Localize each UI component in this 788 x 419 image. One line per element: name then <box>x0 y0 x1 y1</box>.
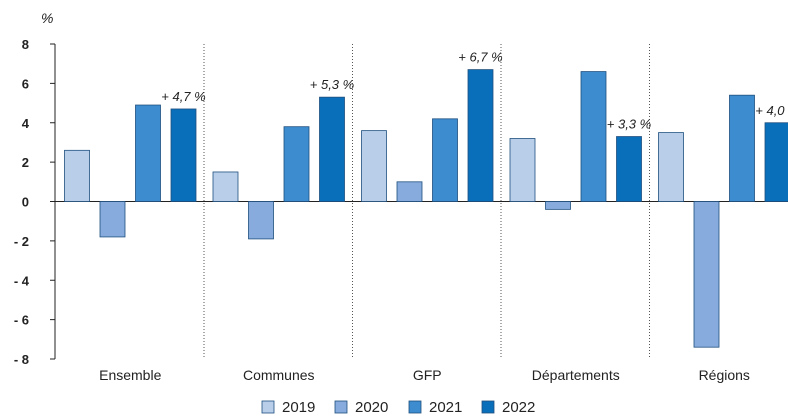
category-label: Ensemble <box>99 367 161 383</box>
category-label: Départements <box>532 367 620 383</box>
y-tick-label: - 6 <box>14 313 29 328</box>
legend: 2019 2020 2021 2022 <box>261 399 535 416</box>
legend-swatch-2020 <box>334 400 348 414</box>
bar-2022-4 <box>616 136 642 202</box>
bar-2022-1 <box>170 108 197 202</box>
bar-2020-1 <box>99 201 126 238</box>
annotation-label: + 5,3 % <box>310 77 354 92</box>
bar-2021-4 <box>580 71 607 202</box>
bar-2022-2 <box>319 96 345 202</box>
y-tick-label: 4 <box>22 116 30 131</box>
y-tick-label: 0 <box>22 195 29 210</box>
category-labels: Ensemble Communes GFP Départements Régions <box>99 367 750 383</box>
bar-2021-5 <box>729 94 755 202</box>
y-unit-label: % <box>41 10 53 26</box>
y-tick-label: - 8 <box>14 352 29 367</box>
bar-2019-2 <box>212 171 239 202</box>
annotations: + 4,7 % + 5,3 % + 6,7 % + 3,3 % + 4,0 % <box>161 50 788 132</box>
y-tick-label: 6 <box>22 76 29 91</box>
bar-2021-1 <box>135 104 161 202</box>
legend-swatch-2019 <box>261 400 275 414</box>
annotation-label: + 4,7 % <box>161 89 205 104</box>
category-label: Communes <box>243 367 315 383</box>
y-tick-label: - 2 <box>14 234 29 249</box>
bar-2019-5 <box>658 132 684 202</box>
legend-swatch-2021 <box>408 400 422 414</box>
y-tick-label: 2 <box>22 155 29 170</box>
legend-label: 2021 <box>429 399 462 416</box>
legend-label: 2020 <box>355 399 388 416</box>
bar-2020-4 <box>545 201 571 210</box>
annotation-label: + 4,0 % <box>755 103 788 118</box>
bar-2019-4 <box>509 138 536 202</box>
bar-2022-5 <box>764 122 788 202</box>
category-label: Régions <box>699 367 750 383</box>
bar-2020-3 <box>396 181 423 202</box>
bar-2020-2 <box>248 201 274 240</box>
bar-2019-3 <box>361 130 387 202</box>
bar-2021-3 <box>432 118 458 202</box>
y-tick-label: - 4 <box>14 273 30 288</box>
bar-2021-2 <box>283 126 310 202</box>
bar-2022-3 <box>467 69 494 202</box>
y-axis: 8 6 4 2 0 - 2 - 4 - 6 - 8 <box>14 37 788 367</box>
legend-label: 2022 <box>502 399 535 416</box>
annotation-label: + 6,7 % <box>458 50 502 65</box>
category-label: GFP <box>413 367 442 383</box>
bar-2019-1 <box>64 149 90 202</box>
bars <box>64 69 788 348</box>
bar-2020-5 <box>693 201 720 348</box>
y-tick-label: 8 <box>22 37 29 52</box>
legend-swatch-2022 <box>481 400 495 414</box>
legend-label: 2019 <box>282 399 315 416</box>
annotation-label: + 3,3 % <box>607 117 651 132</box>
